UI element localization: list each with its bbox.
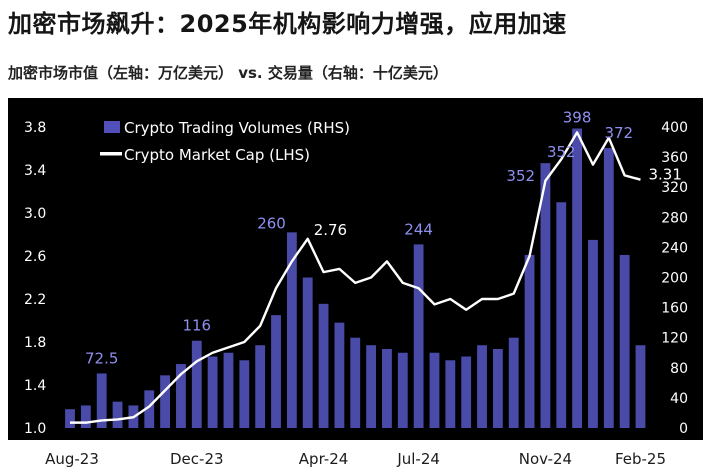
x-tick-label: Aug-23 <box>45 450 99 468</box>
x-tick-label: Apr-24 <box>299 450 349 468</box>
volume-bar <box>397 352 408 428</box>
volume-bar <box>334 322 345 428</box>
y-right-tick-label: 120 <box>661 331 688 347</box>
y-left-tick-label: 3.0 <box>24 206 46 222</box>
volume-bar <box>176 364 186 428</box>
x-ticks: Aug-23 Dec-23 Apr-24 Jul-24 Nov-24 Feb-25 <box>45 450 666 468</box>
volume-bar <box>318 303 329 428</box>
volume-bar <box>286 232 297 428</box>
y-right-tick-label: 200 <box>661 271 688 287</box>
volume-bar <box>271 315 281 429</box>
y-left-tick-label: 2.6 <box>24 249 46 265</box>
volume-bar <box>477 345 487 428</box>
legend-cap-swatch <box>100 152 122 156</box>
volume-annotation: 260 <box>257 214 286 232</box>
market-cap-annotation: 3.31 <box>648 166 681 184</box>
volume-bar <box>255 345 266 428</box>
volume-bar <box>112 401 123 428</box>
chart-subtitle: 加密市场市值（左轴：万亿美元） vs. 交易量（右轴：十亿美元） <box>8 64 448 82</box>
y-left-ticks: 1.0 1.4 1.8 2.2 2.6 3.0 3.4 3.8 <box>24 120 46 437</box>
legend-volume-label: Crypto Trading Volumes (RHS) <box>124 119 350 137</box>
y-right-tick-label: 240 <box>661 240 688 256</box>
volume-annotation: 372 <box>604 124 633 142</box>
volume-bar <box>366 345 377 428</box>
y-left-tick-label: 2.2 <box>24 292 46 308</box>
y-left-tick-label: 1.8 <box>24 335 46 351</box>
x-tick-label: Nov-24 <box>519 450 572 468</box>
y-left-tick-label: 3.8 <box>24 120 46 136</box>
market-cap-series-line <box>70 131 641 424</box>
volume-bar <box>413 244 424 428</box>
y-left-tick-label: 3.4 <box>24 163 46 179</box>
volume-bar <box>603 148 614 428</box>
volume-bar <box>96 373 107 428</box>
volume-annotation: 244 <box>404 220 433 238</box>
y-right-tick-label: 400 <box>661 120 688 136</box>
volume-bar <box>382 348 392 428</box>
volume-annotation: 72.5 <box>85 349 118 367</box>
market-cap-annotation: 2.76 <box>314 221 347 239</box>
volume-annotation: 116 <box>182 317 211 335</box>
volume-bar <box>65 409 75 428</box>
volume-annotation: 352 <box>506 167 535 185</box>
y-right-tick-label: 160 <box>661 301 688 317</box>
volume-bar <box>223 352 234 428</box>
volume-annotation: 352 <box>547 143 576 161</box>
volume-bar <box>207 356 218 428</box>
market-cap-line <box>70 131 641 424</box>
annotations: 72.5 116 260 244 352 352 398 372 2.76 3.31 <box>85 109 682 368</box>
volume-annotation: 398 <box>563 109 592 127</box>
y-left-tick-label: 1.0 <box>24 421 46 437</box>
y-right-tick-label: 80 <box>670 361 688 377</box>
y-right-ticks: 0 40 80 120 160 200 240 280 320 360 400 <box>661 120 688 437</box>
volume-bar <box>80 405 91 428</box>
volume-bar <box>492 348 503 428</box>
volume-bar <box>350 337 361 428</box>
legend: Crypto Trading Volumes (RHS) Crypto Mark… <box>100 119 350 164</box>
volume-bar <box>588 239 598 429</box>
volume-bar <box>144 390 155 429</box>
volume-bar <box>191 340 202 428</box>
y-right-tick-label: 280 <box>661 210 688 226</box>
volume-bar <box>160 375 170 428</box>
volume-bar <box>524 254 535 428</box>
x-tick-label: Feb-25 <box>615 450 666 468</box>
volume-bar <box>540 163 551 428</box>
volume-bar <box>239 360 250 428</box>
y-right-tick-label: 320 <box>661 180 688 196</box>
volume-bars <box>65 128 646 429</box>
volume-bar <box>572 128 583 428</box>
volume-bar <box>619 254 630 428</box>
volume-bar <box>445 360 456 428</box>
page-title: 加密市场飙升：2025年机构影响力增强，应用加速 <box>8 10 567 38</box>
y-right-tick-label: 40 <box>670 391 688 407</box>
y-left-tick-label: 1.4 <box>24 378 46 394</box>
volume-bar <box>429 352 440 428</box>
y-right-tick-label: 360 <box>661 150 688 166</box>
x-tick-label: Jul-24 <box>396 450 440 468</box>
volume-bar <box>461 356 472 428</box>
x-tick-label: Dec-23 <box>170 450 224 468</box>
volume-bar <box>635 345 646 428</box>
volume-bar <box>508 337 519 428</box>
volume-bar <box>556 202 567 428</box>
volume-bar <box>302 277 313 428</box>
y-right-tick-label: 0 <box>679 421 688 437</box>
legend-volume-swatch <box>104 121 120 133</box>
legend-cap-label: Crypto Market Cap (LHS) <box>124 146 310 164</box>
